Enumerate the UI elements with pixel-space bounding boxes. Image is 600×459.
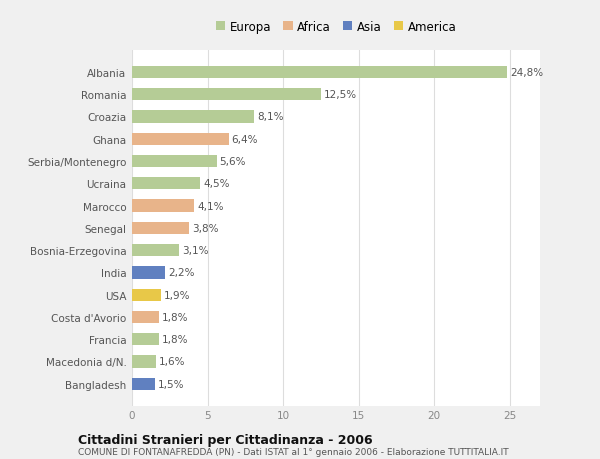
Text: COMUNE DI FONTANAFREDDA (PN) - Dati ISTAT al 1° gennaio 2006 - Elaborazione TUTT: COMUNE DI FONTANAFREDDA (PN) - Dati ISTA… xyxy=(78,448,509,457)
Bar xyxy=(132,378,155,390)
Bar xyxy=(132,311,159,324)
Bar xyxy=(132,245,179,257)
Text: Cittadini Stranieri per Cittadinanza - 2006: Cittadini Stranieri per Cittadinanza - 2… xyxy=(78,433,373,446)
Legend: Europa, Africa, Asia, America: Europa, Africa, Asia, America xyxy=(215,21,457,34)
Text: 1,8%: 1,8% xyxy=(162,312,189,322)
Text: 12,5%: 12,5% xyxy=(324,90,357,100)
Text: 6,4%: 6,4% xyxy=(232,134,258,145)
Text: 1,9%: 1,9% xyxy=(164,290,190,300)
Text: 24,8%: 24,8% xyxy=(510,68,543,78)
Bar xyxy=(132,356,156,368)
Text: 3,1%: 3,1% xyxy=(182,246,208,256)
Bar xyxy=(132,267,165,279)
Bar xyxy=(132,289,161,301)
Bar xyxy=(132,156,217,168)
Text: 1,5%: 1,5% xyxy=(158,379,184,389)
Bar xyxy=(132,89,321,101)
Text: 2,2%: 2,2% xyxy=(168,268,195,278)
Text: 3,8%: 3,8% xyxy=(193,224,219,233)
Bar xyxy=(132,178,200,190)
Bar xyxy=(132,133,229,146)
Text: 1,6%: 1,6% xyxy=(159,357,186,367)
Text: 8,1%: 8,1% xyxy=(257,112,284,122)
Bar xyxy=(132,111,254,123)
Bar xyxy=(132,333,159,346)
Text: 4,1%: 4,1% xyxy=(197,201,223,211)
Text: 4,5%: 4,5% xyxy=(203,179,230,189)
Bar xyxy=(132,67,507,79)
Text: 1,8%: 1,8% xyxy=(162,335,189,344)
Text: 5,6%: 5,6% xyxy=(220,157,246,167)
Bar xyxy=(132,222,190,235)
Bar xyxy=(132,200,194,212)
